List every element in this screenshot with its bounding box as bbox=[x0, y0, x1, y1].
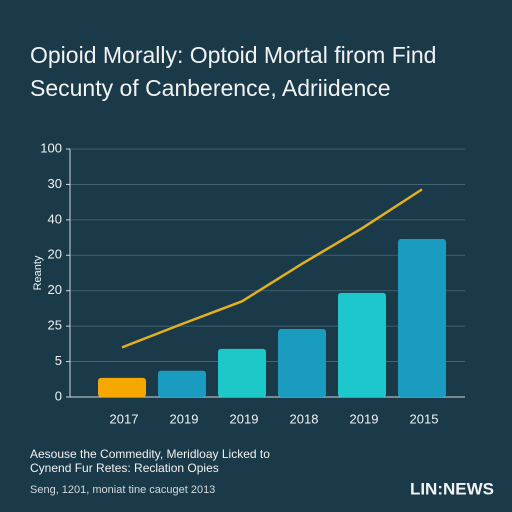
y-tick-label: 0 bbox=[55, 388, 62, 403]
footnote: Cynend Fur Retes: Reclation Opies bbox=[30, 461, 219, 475]
bar bbox=[398, 238, 446, 397]
logo: LIN:NEWS bbox=[410, 479, 494, 498]
y-tick-label: 30 bbox=[48, 176, 62, 191]
y-tick-label: 5 bbox=[55, 353, 62, 368]
y-tick-label: 20 bbox=[48, 282, 62, 297]
bar bbox=[338, 292, 386, 397]
y-tick-label: 100 bbox=[40, 140, 62, 155]
x-tick-label: 2018 bbox=[290, 411, 319, 426]
y-tick-label: 20 bbox=[48, 247, 62, 262]
chart-title: Opioid Morally: Optoid Mortal firom Find bbox=[30, 42, 436, 68]
x-tick-label: 2015 bbox=[410, 411, 439, 426]
bar bbox=[158, 370, 206, 397]
y-tick-label: 25 bbox=[48, 318, 62, 333]
y-tick-label: 40 bbox=[48, 211, 62, 226]
bar bbox=[278, 328, 326, 397]
line bbox=[121, 188, 423, 349]
x-tick-label: 2019 bbox=[170, 411, 199, 426]
bar bbox=[218, 348, 266, 397]
footnote: Aesouse the Commedity, Meridloay Licked … bbox=[30, 447, 270, 461]
y-axis-label: Reanty bbox=[32, 255, 44, 290]
x-tick-label: 2019 bbox=[230, 411, 259, 426]
chart-subtitle: Secunty of Canberence, Adriidence bbox=[30, 75, 391, 101]
x-tick-label: 2019 bbox=[350, 411, 379, 426]
footnote: Seng, 1201, moniat tine cacuget 2013 bbox=[30, 484, 215, 496]
x-tick-label: 2017 bbox=[110, 411, 139, 426]
bar bbox=[98, 377, 146, 397]
